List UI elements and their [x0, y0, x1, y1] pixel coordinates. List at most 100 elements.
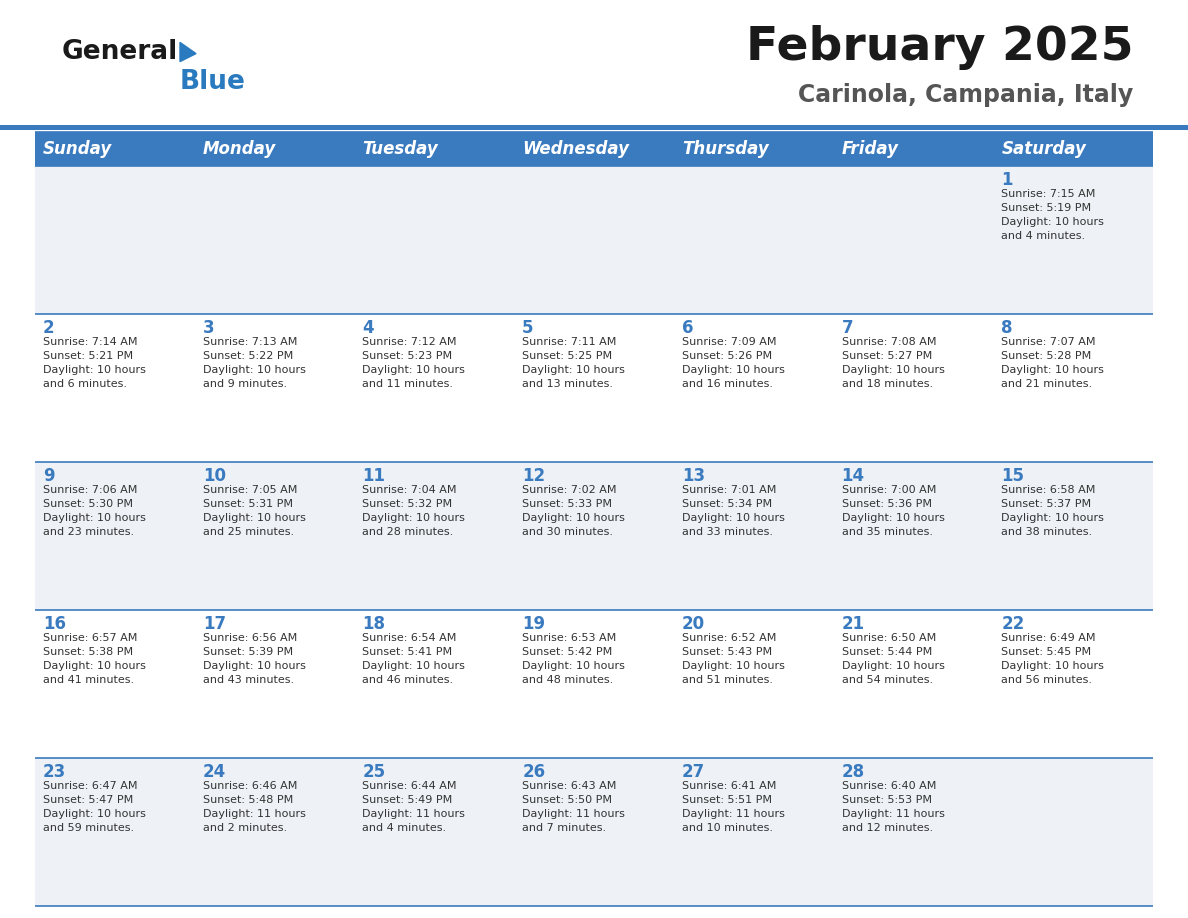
Text: Sunset: 5:31 PM: Sunset: 5:31 PM — [203, 499, 292, 509]
Text: 2: 2 — [43, 319, 55, 337]
Text: Sunrise: 6:52 AM: Sunrise: 6:52 AM — [682, 633, 776, 643]
Text: Daylight: 10 hours: Daylight: 10 hours — [362, 513, 466, 523]
Text: and 4 minutes.: and 4 minutes. — [362, 823, 447, 833]
Bar — [0, 125, 1188, 130]
Text: Sunset: 5:30 PM: Sunset: 5:30 PM — [43, 499, 133, 509]
Text: 8: 8 — [1001, 319, 1013, 337]
Text: Sunset: 5:44 PM: Sunset: 5:44 PM — [841, 647, 931, 657]
Text: and 54 minutes.: and 54 minutes. — [841, 675, 933, 685]
Text: 25: 25 — [362, 763, 386, 781]
Text: and 33 minutes.: and 33 minutes. — [682, 527, 773, 537]
Text: Sunset: 5:50 PM: Sunset: 5:50 PM — [523, 795, 612, 805]
Text: Daylight: 10 hours: Daylight: 10 hours — [1001, 365, 1104, 375]
Text: 24: 24 — [203, 763, 226, 781]
Text: Sunrise: 7:01 AM: Sunrise: 7:01 AM — [682, 485, 776, 495]
Text: 14: 14 — [841, 467, 865, 485]
Text: Sunrise: 7:00 AM: Sunrise: 7:00 AM — [841, 485, 936, 495]
Text: Sunrise: 7:14 AM: Sunrise: 7:14 AM — [43, 337, 138, 347]
Text: Sunrise: 7:06 AM: Sunrise: 7:06 AM — [43, 485, 138, 495]
Text: Daylight: 10 hours: Daylight: 10 hours — [841, 365, 944, 375]
Text: Sunset: 5:47 PM: Sunset: 5:47 PM — [43, 795, 133, 805]
Text: Sunset: 5:48 PM: Sunset: 5:48 PM — [203, 795, 293, 805]
Text: 20: 20 — [682, 615, 704, 633]
Text: Sunrise: 7:09 AM: Sunrise: 7:09 AM — [682, 337, 776, 347]
Text: Sunset: 5:27 PM: Sunset: 5:27 PM — [841, 351, 931, 361]
Text: Monday: Monday — [203, 140, 276, 158]
Text: Sunrise: 6:56 AM: Sunrise: 6:56 AM — [203, 633, 297, 643]
Text: Daylight: 10 hours: Daylight: 10 hours — [362, 661, 466, 671]
Text: 21: 21 — [841, 615, 865, 633]
Text: Daylight: 10 hours: Daylight: 10 hours — [523, 661, 625, 671]
Text: Daylight: 10 hours: Daylight: 10 hours — [43, 513, 146, 523]
Text: and 46 minutes.: and 46 minutes. — [362, 675, 454, 685]
Text: and 35 minutes.: and 35 minutes. — [841, 527, 933, 537]
Text: Sunrise: 6:46 AM: Sunrise: 6:46 AM — [203, 781, 297, 791]
Text: Sunrise: 6:50 AM: Sunrise: 6:50 AM — [841, 633, 936, 643]
Bar — [34, 314, 1154, 462]
Text: Daylight: 11 hours: Daylight: 11 hours — [523, 809, 625, 819]
Text: and 23 minutes.: and 23 minutes. — [43, 527, 134, 537]
Text: Daylight: 10 hours: Daylight: 10 hours — [841, 661, 944, 671]
Text: 22: 22 — [1001, 615, 1024, 633]
Text: Sunrise: 6:49 AM: Sunrise: 6:49 AM — [1001, 633, 1095, 643]
Text: and 2 minutes.: and 2 minutes. — [203, 823, 286, 833]
Bar — [34, 610, 1154, 758]
Text: 12: 12 — [523, 467, 545, 485]
Text: General: General — [62, 39, 178, 65]
Text: February 2025: February 2025 — [746, 26, 1133, 71]
Text: Sunrise: 6:54 AM: Sunrise: 6:54 AM — [362, 633, 457, 643]
Text: Sunset: 5:51 PM: Sunset: 5:51 PM — [682, 795, 772, 805]
Text: 6: 6 — [682, 319, 694, 337]
Text: Sunrise: 7:11 AM: Sunrise: 7:11 AM — [523, 337, 617, 347]
Text: 15: 15 — [1001, 467, 1024, 485]
Text: and 13 minutes.: and 13 minutes. — [523, 379, 613, 389]
Text: 7: 7 — [841, 319, 853, 337]
Text: Sunrise: 7:12 AM: Sunrise: 7:12 AM — [362, 337, 457, 347]
Text: 26: 26 — [523, 763, 545, 781]
Text: Sunset: 5:36 PM: Sunset: 5:36 PM — [841, 499, 931, 509]
Text: Saturday: Saturday — [1001, 140, 1086, 158]
Text: Sunrise: 6:43 AM: Sunrise: 6:43 AM — [523, 781, 617, 791]
Text: and 51 minutes.: and 51 minutes. — [682, 675, 773, 685]
Text: Daylight: 10 hours: Daylight: 10 hours — [43, 365, 146, 375]
Text: Daylight: 10 hours: Daylight: 10 hours — [203, 513, 305, 523]
Text: Sunrise: 7:07 AM: Sunrise: 7:07 AM — [1001, 337, 1095, 347]
Text: Daylight: 11 hours: Daylight: 11 hours — [362, 809, 466, 819]
Text: Sunset: 5:21 PM: Sunset: 5:21 PM — [43, 351, 133, 361]
Text: 17: 17 — [203, 615, 226, 633]
Text: Sunset: 5:42 PM: Sunset: 5:42 PM — [523, 647, 612, 657]
Text: and 11 minutes.: and 11 minutes. — [362, 379, 454, 389]
Text: Sunrise: 7:15 AM: Sunrise: 7:15 AM — [1001, 189, 1095, 199]
Text: 1: 1 — [1001, 171, 1013, 189]
Text: and 21 minutes.: and 21 minutes. — [1001, 379, 1093, 389]
Text: Sunrise: 7:04 AM: Sunrise: 7:04 AM — [362, 485, 457, 495]
Text: Daylight: 10 hours: Daylight: 10 hours — [43, 661, 146, 671]
Text: Daylight: 10 hours: Daylight: 10 hours — [1001, 661, 1104, 671]
Text: and 59 minutes.: and 59 minutes. — [43, 823, 134, 833]
Text: Daylight: 10 hours: Daylight: 10 hours — [682, 365, 785, 375]
Text: Daylight: 10 hours: Daylight: 10 hours — [362, 365, 466, 375]
Text: Friday: Friday — [841, 140, 898, 158]
Text: Sunrise: 7:02 AM: Sunrise: 7:02 AM — [523, 485, 617, 495]
Text: Daylight: 10 hours: Daylight: 10 hours — [523, 365, 625, 375]
Text: Sunset: 5:34 PM: Sunset: 5:34 PM — [682, 499, 772, 509]
Text: Daylight: 10 hours: Daylight: 10 hours — [43, 809, 146, 819]
Text: 16: 16 — [43, 615, 67, 633]
Text: 4: 4 — [362, 319, 374, 337]
Text: and 48 minutes.: and 48 minutes. — [523, 675, 613, 685]
Polygon shape — [181, 42, 196, 62]
Bar — [34, 758, 1154, 906]
Bar — [34, 132, 1154, 166]
Bar — [34, 166, 1154, 314]
Text: Sunset: 5:22 PM: Sunset: 5:22 PM — [203, 351, 293, 361]
Text: and 12 minutes.: and 12 minutes. — [841, 823, 933, 833]
Text: Sunrise: 6:40 AM: Sunrise: 6:40 AM — [841, 781, 936, 791]
Text: Daylight: 10 hours: Daylight: 10 hours — [1001, 217, 1104, 227]
Text: Sunrise: 6:41 AM: Sunrise: 6:41 AM — [682, 781, 776, 791]
Text: Sunset: 5:19 PM: Sunset: 5:19 PM — [1001, 203, 1092, 213]
Text: Sunrise: 6:44 AM: Sunrise: 6:44 AM — [362, 781, 457, 791]
Text: Daylight: 10 hours: Daylight: 10 hours — [203, 661, 305, 671]
Text: Sunrise: 6:58 AM: Sunrise: 6:58 AM — [1001, 485, 1095, 495]
Text: Daylight: 11 hours: Daylight: 11 hours — [841, 809, 944, 819]
Text: and 56 minutes.: and 56 minutes. — [1001, 675, 1092, 685]
